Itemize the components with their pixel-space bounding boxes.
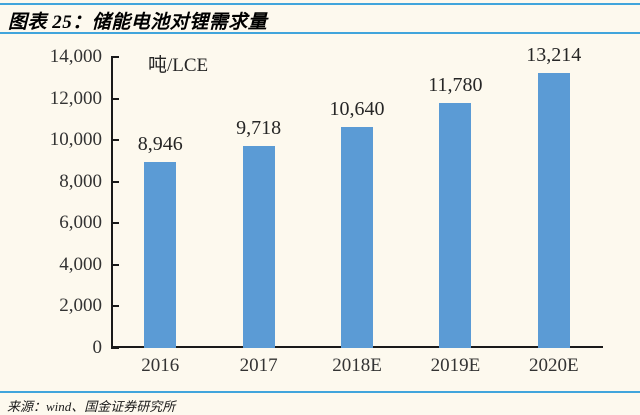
- x-tick-label: 2017: [239, 355, 278, 376]
- y-tick-mark: [111, 263, 119, 266]
- y-tick-label: 8,000: [59, 170, 102, 192]
- y-tick-label: 2,000: [59, 295, 102, 317]
- y-tick-label: 14,000: [49, 46, 102, 67]
- bar: [341, 126, 373, 348]
- bar-value-label: 10,640: [329, 97, 385, 120]
- y-tick-mark: [111, 97, 119, 100]
- footer-rule: [0, 391, 640, 393]
- header-bottom-rule: [0, 32, 640, 34]
- y-tick-mark: [111, 180, 119, 183]
- bar-value-label: 8,946: [137, 133, 183, 156]
- bar: [537, 73, 570, 348]
- x-tick-label: 2020E: [528, 355, 579, 376]
- y-tick-mark: [111, 347, 119, 349]
- x-tick-label: 2019E: [430, 355, 481, 376]
- y-tick-mark: [111, 305, 119, 308]
- bar: [439, 103, 472, 348]
- y-tick-mark: [111, 56, 119, 58]
- bar-value-label: 11,780: [428, 74, 483, 97]
- y-tick-mark: [111, 139, 119, 142]
- y-tick-label: 0: [92, 337, 103, 358]
- bar-value-label: 13,214: [526, 44, 582, 67]
- y-tick-label: 12,000: [49, 87, 102, 109]
- y-axis-unit-label: 吨/LCE: [148, 55, 209, 76]
- bar-value-label: 9,718: [236, 117, 282, 139]
- y-tick-label: 6,000: [59, 212, 102, 234]
- header-top-rule: [0, 3, 640, 5]
- x-tick-label: 2018E: [332, 355, 382, 376]
- y-tick-label: 10,000: [49, 129, 102, 151]
- source-text: 来源：wind、国金证券研究所: [7, 399, 176, 414]
- bar: [144, 162, 177, 348]
- figure-title: 图表 25：储能电池对锂需求量: [8, 12, 268, 33]
- bar: [242, 146, 275, 348]
- y-tick-mark: [111, 222, 119, 225]
- y-tick-label: 4,000: [59, 253, 102, 275]
- y-axis-line: [111, 57, 113, 348]
- x-tick-label: 2016: [141, 355, 180, 376]
